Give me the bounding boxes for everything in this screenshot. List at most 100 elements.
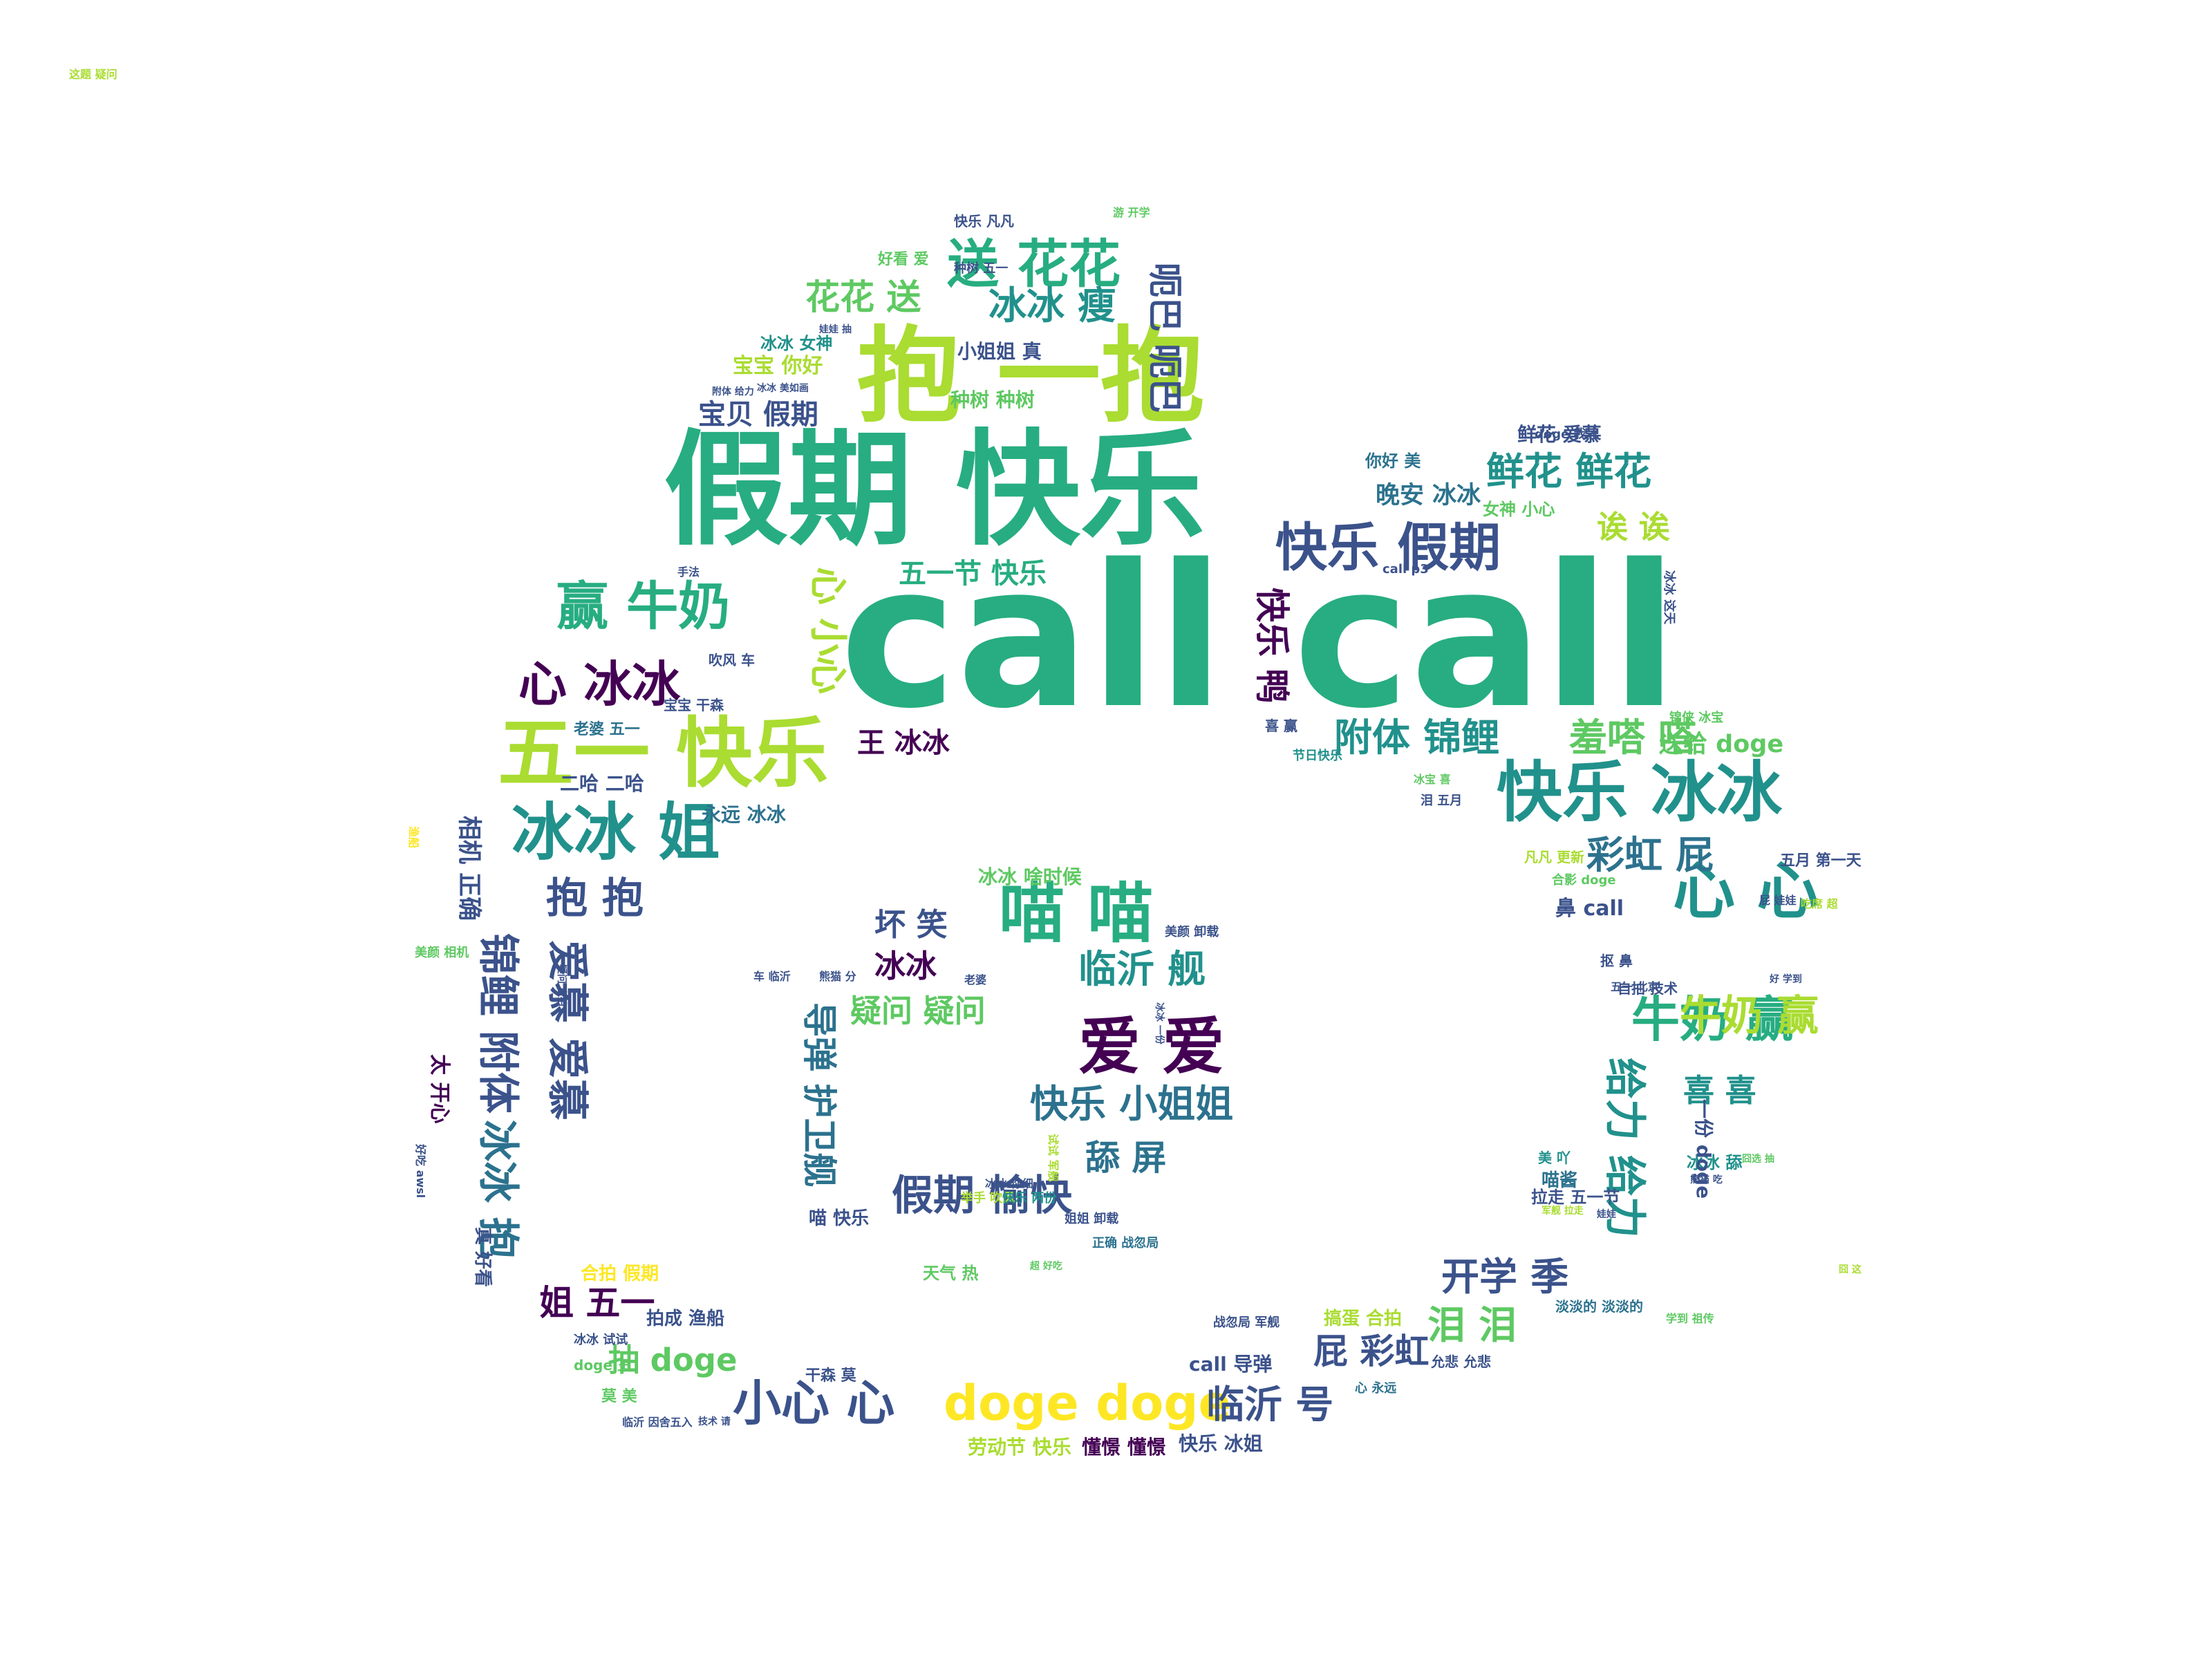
word-cloud-term: 冰冰 你细 bbox=[985, 1177, 1033, 1190]
word-cloud-term: 疑问 疑问 bbox=[850, 993, 986, 1029]
word-cloud-term: 拍成 渔船 bbox=[646, 1309, 725, 1329]
word-cloud-term: 五一 快乐 bbox=[498, 709, 829, 798]
word-cloud-term: 抱 一抱 bbox=[857, 317, 1205, 437]
word-cloud-term: 喵酱 bbox=[1541, 1170, 1578, 1191]
word-cloud-term: 试试 军舰 bbox=[1047, 1134, 1060, 1182]
word-cloud-term: 渔船 bbox=[407, 826, 420, 849]
word-cloud-term: 冰宝 喜 bbox=[1414, 773, 1451, 786]
word-cloud-term: 劳动节 快乐 bbox=[968, 1436, 1071, 1459]
word-cloud-term: 好 学到 bbox=[1770, 974, 1802, 985]
word-cloud-term: 超 好吃 bbox=[1030, 1261, 1062, 1272]
word-cloud-term: 屁 彩虹 bbox=[1313, 1331, 1430, 1371]
word-cloud-term: 爱 爱 bbox=[1078, 1011, 1225, 1083]
word-cloud-term: 老婆 bbox=[964, 973, 987, 986]
word-cloud-term: 节日快乐 bbox=[1293, 749, 1342, 763]
word-cloud-term: 女神 小心 bbox=[1483, 500, 1555, 519]
word-cloud-term: 小姐姐 真 bbox=[957, 340, 1042, 363]
word-cloud-term: 正确 战忽局 bbox=[1092, 1236, 1159, 1250]
word-cloud-term: doge 我冰 bbox=[1535, 427, 1599, 442]
word-cloud-term: 喜 赢 bbox=[1265, 718, 1297, 734]
word-cloud-term: 冰冰 bbox=[874, 948, 937, 984]
word-cloud-term: 羞嗒 嗒 bbox=[1569, 715, 1697, 760]
word-cloud-term: 屁 娃娃 bbox=[1759, 894, 1797, 907]
word-cloud-term: 冰冰 一份 bbox=[1154, 1002, 1165, 1044]
word-cloud-term: 这题 疑问 bbox=[69, 68, 118, 81]
word-cloud-term: 天气 热 bbox=[923, 1264, 979, 1283]
word-cloud-term: 假期 快乐 bbox=[664, 418, 1205, 563]
word-cloud-term: 学到 祖传 bbox=[1666, 1312, 1714, 1325]
word-cloud-term: 冰冰 这天 bbox=[1662, 570, 1676, 625]
word-cloud-term: 美颜 卸载 bbox=[1165, 925, 1219, 939]
word-cloud-term: 心 永远 bbox=[1355, 1381, 1397, 1396]
word-cloud-term: 冰冰 姐 bbox=[512, 796, 720, 869]
word-cloud-term: 熊猫 吃 bbox=[1690, 1174, 1723, 1185]
word-cloud-term: 送 花花 bbox=[947, 234, 1121, 294]
word-cloud-term: 冰冰 女神 bbox=[760, 334, 833, 353]
word-cloud-term: 小心 心 bbox=[733, 1375, 895, 1432]
word-cloud-term: 永远 冰冰 bbox=[702, 803, 786, 826]
word-cloud-term: 临沂 舰 bbox=[1078, 947, 1206, 991]
word-cloud-term: 技术 请 bbox=[698, 1416, 731, 1427]
word-cloud-term: 彩虹 屁 bbox=[1586, 833, 1714, 877]
word-cloud-term: call p3 bbox=[1382, 562, 1429, 577]
word-cloud-term: 囧选 抽 bbox=[1742, 1154, 1774, 1165]
word-cloud-term: 泪 泪 bbox=[1427, 1303, 1517, 1347]
word-cloud-term: 战忽局 军舰 bbox=[1213, 1315, 1280, 1330]
word-cloud-term: 开学 季 bbox=[1441, 1255, 1569, 1299]
word-cloud-term: 假期 愉快 bbox=[892, 1172, 1072, 1220]
word-cloud-term: 舔 屏 bbox=[1085, 1138, 1167, 1178]
word-cloud-term: 相机 正确 bbox=[455, 816, 482, 921]
word-cloud-term: 冰冰 试试 bbox=[574, 1333, 628, 1347]
word-cloud-term: 喜 喜 bbox=[1683, 1072, 1756, 1109]
word-cloud-term: 姐 五一 bbox=[539, 1283, 655, 1323]
word-cloud-term: 五月 第一天 bbox=[1780, 852, 1862, 870]
word-cloud-term: 冰冰 啥时候 bbox=[978, 865, 1082, 888]
word-cloud-term: 送给 doge bbox=[1659, 731, 1784, 758]
word-cloud-term: 快乐 凡凡 bbox=[954, 213, 1014, 229]
word-cloud-term: 游 开学 bbox=[1113, 206, 1150, 219]
word-cloud-term: 拉走 五一节 bbox=[1531, 1188, 1620, 1207]
word-cloud-term: 疑问 自拍 bbox=[556, 964, 567, 1006]
word-cloud-term: 临沂 因舍五入 bbox=[622, 1416, 693, 1429]
word-cloud-term: 晚安 冰冰 bbox=[1376, 482, 1481, 509]
word-cloud-term: 囧 这 bbox=[1839, 1264, 1862, 1275]
word-cloud-term: 鼻 call bbox=[1555, 897, 1624, 921]
word-cloud-term: 五一节 快乐 bbox=[899, 558, 1047, 590]
word-cloud-term: 快乐 冰姐 bbox=[1179, 1432, 1263, 1455]
word-cloud-term: 临沂 号 bbox=[1206, 1382, 1334, 1427]
word-cloud-term: 抱 抱 bbox=[546, 874, 644, 923]
word-cloud-term: 莫 美 bbox=[601, 1388, 637, 1405]
word-cloud-term: 搞蛋 合拍 bbox=[1324, 1309, 1403, 1329]
word-cloud-term: 抠 鼻 bbox=[1600, 953, 1633, 969]
word-cloud-term: doge doge bbox=[944, 1375, 1231, 1432]
word-cloud-term: 吹风 车 bbox=[709, 652, 755, 668]
word-cloud-term: 花花 送 bbox=[805, 277, 921, 317]
word-cloud-term: call 导弹 bbox=[1189, 1353, 1273, 1376]
word-cloud-term: 坏 笑 bbox=[874, 906, 948, 943]
word-cloud-term: 娃娃 抽 bbox=[819, 324, 852, 335]
word-cloud-term: 快乐 假期 bbox=[1275, 517, 1501, 578]
word-cloud-term: 附体 给力 bbox=[712, 386, 754, 397]
word-cloud-term: 老婆 五一 bbox=[574, 721, 640, 738]
word-cloud-term: 好吃 awsl bbox=[414, 1144, 427, 1199]
word-cloud-term: 锦侠 冰宝 bbox=[1669, 711, 1724, 725]
word-cloud-term: 种树 五一 bbox=[954, 261, 1009, 276]
word-cloud-term: 凡凡 更新 bbox=[1524, 849, 1584, 865]
word-cloud-term: 二哈 二哈 bbox=[560, 772, 644, 795]
word-cloud-term: 举手 吹风 bbox=[961, 1191, 1015, 1206]
word-cloud-term: 快乐 两份 bbox=[1002, 1191, 1057, 1206]
word-cloud-term: 泪 五月 bbox=[1421, 794, 1463, 808]
word-cloud-term: 鲜花 爱慕 bbox=[1517, 423, 1602, 446]
word-cloud-term: 干森 莫 bbox=[805, 1367, 856, 1385]
word-cloud-term: 爱慕 爱慕 bbox=[543, 940, 591, 1121]
word-cloud-term: 熊猫 分 bbox=[819, 970, 856, 983]
word-cloud-term: 吃席 超 bbox=[1801, 897, 1838, 910]
word-cloud-term: 心 小心 bbox=[806, 567, 850, 695]
word-cloud-term: 冰冰 瘦 bbox=[988, 283, 1116, 328]
word-cloud-term: 喵 快乐 bbox=[809, 1208, 870, 1229]
word-cloud-term: 五一 北京 bbox=[1611, 980, 1659, 993]
word-cloud-term: 诶 诶 bbox=[1597, 509, 1670, 545]
word-cloud-term: 种树 种树 bbox=[950, 388, 1035, 411]
word-cloud-term: 懂憬 懂憬 bbox=[1082, 1436, 1166, 1459]
